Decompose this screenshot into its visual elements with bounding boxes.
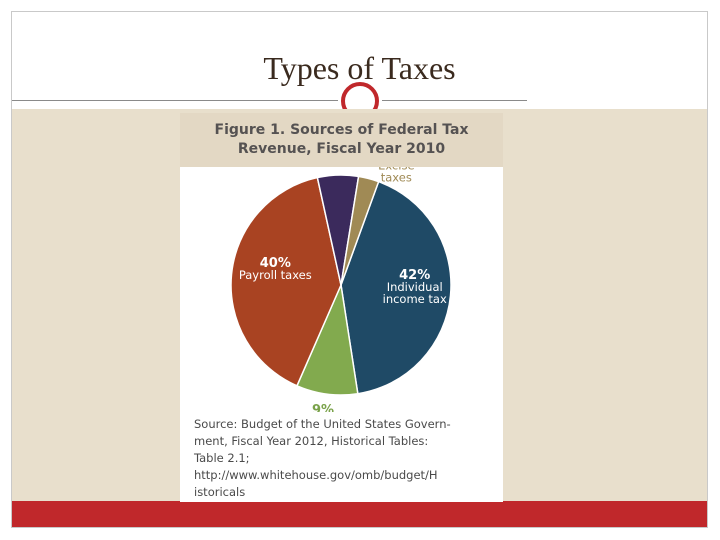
pie-category-label-excise-taxes-1: Excise bbox=[378, 167, 414, 172]
pie-category-label-individual-income-tax-2: income tax bbox=[383, 292, 447, 306]
source-line-4: http://www.whitehouse.gov/omb/budget/H bbox=[194, 468, 438, 482]
source-line-2: ment, Fiscal Year 2012, Historical Table… bbox=[194, 434, 429, 448]
source-note: Source: Budget of the United States Gove… bbox=[194, 416, 494, 501]
source-line-1: Source: Budget of the United States Gove… bbox=[194, 417, 451, 431]
source-line-3: Table 2.1; bbox=[194, 451, 250, 465]
figure-title-line-1: Figure 1. Sources of Federal Tax bbox=[214, 122, 469, 138]
title-divider-left bbox=[12, 100, 338, 101]
figure-header: Figure 1. Sources of Federal Tax Revenue… bbox=[180, 113, 503, 167]
pie-slice-payroll-taxes bbox=[230, 176, 342, 387]
pie-slice-excise-taxes bbox=[340, 175, 380, 286]
pie-category-label-excise-taxes-2: taxes bbox=[381, 170, 412, 184]
title-divider-right bbox=[382, 100, 527, 101]
pie-value-label-individual-income-tax: 42% bbox=[399, 268, 430, 283]
pie-slice-individual-income-tax bbox=[340, 180, 452, 395]
slide-title: Types of Taxes bbox=[263, 50, 456, 86]
figure-title-line-2: Revenue, Fiscal Year 2010 bbox=[237, 141, 446, 157]
pie-category-label-payroll-taxes-1: Payroll taxes bbox=[239, 268, 312, 282]
pie-category-label-individual-income-tax-1: Individual bbox=[387, 280, 443, 294]
pie-value-label-corporate-income-tax: 9% bbox=[312, 403, 334, 412]
pie-value-label-payroll-taxes: 40% bbox=[260, 256, 291, 271]
source-line-5: istoricals bbox=[194, 485, 246, 499]
figure-title: Figure 1. Sources of Federal Tax Revenue… bbox=[180, 121, 503, 159]
pie-chart-figure: Figure 1. Sources of Federal Tax Revenue… bbox=[180, 113, 503, 502]
bottom-accent-bar bbox=[12, 501, 707, 527]
